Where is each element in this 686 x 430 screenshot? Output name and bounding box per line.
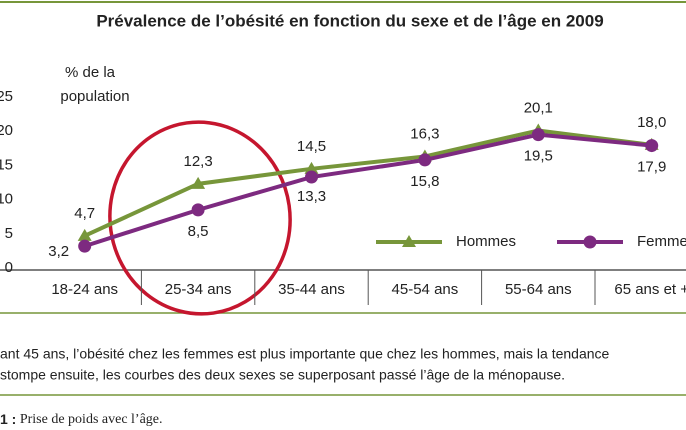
- x-tick-label: 45-54 ans: [392, 281, 459, 298]
- chart-title: Prévalence de l’obésité en fonction du s…: [96, 11, 603, 30]
- y-tick-label: 5: [5, 225, 13, 242]
- point: [305, 170, 318, 184]
- x-tick-label: 18-24 ans: [51, 281, 118, 298]
- legend-marker: [402, 235, 416, 247]
- y-tick-label: 0: [5, 259, 13, 276]
- x-tick-label: 55-64 ans: [505, 281, 572, 298]
- point: [77, 228, 92, 241]
- value-label: 3,2: [48, 243, 69, 260]
- point: [304, 161, 319, 174]
- x-tick-label: 35-44 ans: [278, 281, 345, 298]
- caption-text: Prise de poids avec l’âge.: [20, 412, 163, 427]
- point: [531, 128, 545, 142]
- note: stompe ensuite, les courbes des deux sex…: [0, 367, 565, 383]
- value-label: 17,9: [637, 159, 666, 176]
- value-label: 13,3: [297, 188, 326, 205]
- note: ant 45 ans, l’obésité chez les femmes es…: [0, 346, 610, 362]
- y-tick-label: 25: [0, 88, 13, 105]
- point: [191, 203, 205, 217]
- figure-label: 1 :: [0, 411, 16, 427]
- point: [191, 176, 206, 189]
- value-label: 19,5: [524, 148, 553, 165]
- x-tick-label: 25-34 ans: [165, 281, 232, 298]
- point: [418, 153, 432, 167]
- legend-marker: [583, 235, 597, 249]
- series-line: [83, 128, 652, 238]
- value-label: 18,0: [637, 114, 666, 131]
- value-label: 4,7: [74, 205, 95, 222]
- value-label: 16,3: [410, 125, 439, 142]
- y-tick-label: 15: [0, 156, 13, 173]
- y-axis-label: population: [60, 88, 129, 105]
- value-label: 20,1: [524, 99, 553, 116]
- y-axis-label: % de la: [65, 64, 116, 81]
- value-label: 14,5: [297, 138, 326, 155]
- point: [645, 139, 659, 153]
- figure-caption: 1 : Prise de poids avec l’âge.: [0, 411, 163, 428]
- legend-label: Hommes: [456, 233, 516, 250]
- y-tick-label: 20: [0, 122, 13, 139]
- series-line: [84, 132, 652, 249]
- y-tick-label: 10: [0, 191, 13, 208]
- value-label: 12,3: [183, 153, 212, 170]
- value-label: 8,5: [188, 223, 209, 240]
- value-label: 15,8: [410, 173, 439, 190]
- highlight-circle: [108, 120, 292, 316]
- point: [78, 239, 92, 253]
- legend-label: Femmes: [637, 233, 686, 250]
- x-tick-label: 65 ans et +: [614, 281, 686, 298]
